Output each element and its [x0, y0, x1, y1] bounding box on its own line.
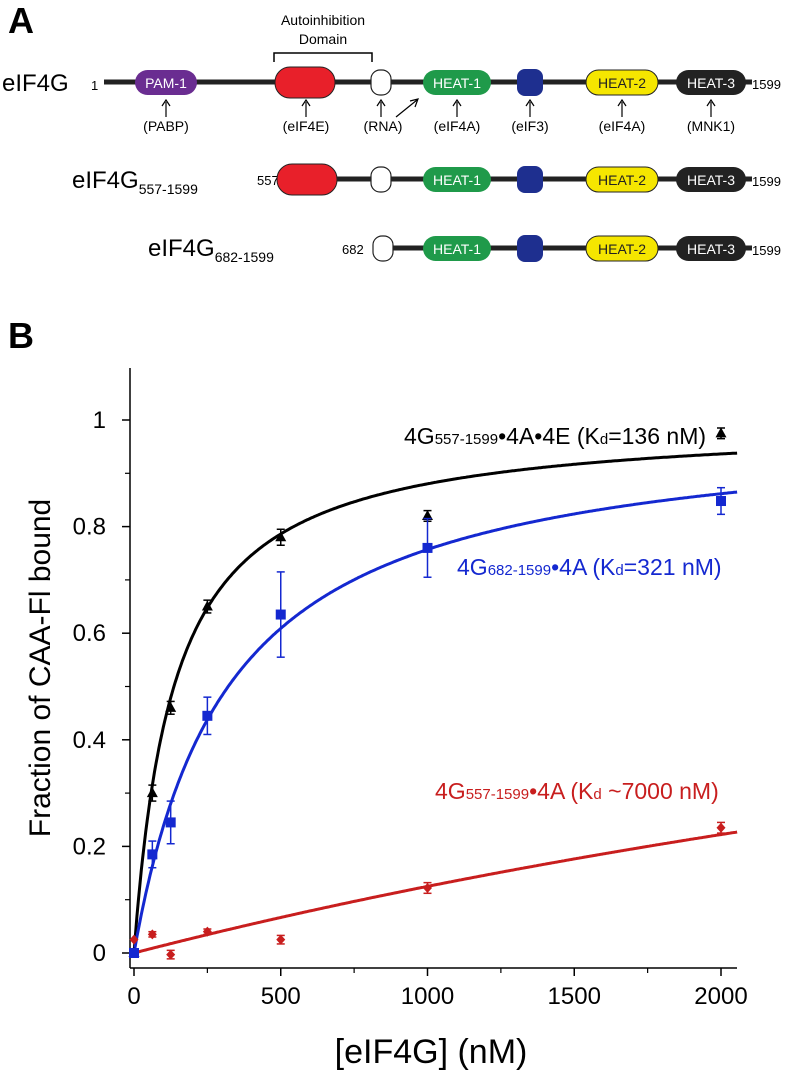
binding-curve-chart: 0 500 1000 1500 2000 0 0.2 0.4 0.6 0.8 1 Fraction … — [24, 368, 748, 1071]
heat-3-domain — [676, 167, 746, 192]
y-tick-label: 0 — [93, 940, 106, 967]
construct-557-1599: eIF4G557-1599 557 1599 HEAT-1 HEAT-2 HEA… — [72, 163, 781, 197]
construct-3-start: 682 — [342, 242, 364, 257]
binding-arrows — [161, 98, 716, 118]
data-point-diamond — [202, 926, 212, 937]
fit-curve-series-2 — [133, 830, 738, 955]
construct-3-name: eIF4G682-1599 — [148, 235, 274, 265]
eif3-binding-domain — [517, 69, 543, 96]
data-point-square — [129, 948, 139, 958]
data-point-triangle — [201, 600, 213, 611]
rna-binding-domain — [372, 235, 394, 262]
binder-eif4e: (eIF4E) — [283, 118, 330, 134]
data-point-square — [165, 817, 176, 828]
heat-1-label: HEAT-1 — [433, 172, 481, 188]
data-point-triangle — [146, 787, 158, 798]
data-point-square — [202, 710, 213, 721]
x-tick-label: 0 — [127, 983, 140, 1010]
data-point-square — [422, 542, 433, 553]
y-tick-label: 0.4 — [73, 727, 106, 754]
autoinhibition-bracket — [273, 52, 373, 62]
y-tick-label: 0.6 — [73, 620, 106, 647]
heat-1-domain — [423, 167, 491, 192]
y-tick-label: 1 — [93, 407, 106, 434]
heat-3-label: HEAT-3 — [687, 241, 735, 257]
construct-682-1599: eIF4G682-1599 682 1599 HEAT-1 HEAT-2 HEA… — [148, 235, 781, 265]
data-point-triangle — [422, 509, 433, 520]
construct-2-name: eIF4G557-1599 — [72, 167, 198, 197]
binder-rna: (RNA) — [364, 118, 403, 134]
x-tick-label: 500 — [261, 983, 301, 1010]
y-tick-label: 0.2 — [73, 833, 106, 860]
data-point-square — [147, 849, 158, 860]
data-point-diamond — [147, 929, 157, 940]
eif4e-binding-domain — [276, 163, 338, 196]
heat-1-domain — [423, 70, 491, 95]
heat-2-label: HEAT-2 — [598, 172, 646, 188]
series-label-557-4a: 4G557-1599•4A (Kd ~7000 nM) — [435, 778, 719, 804]
data-point-square — [716, 496, 726, 507]
heat-3-domain — [676, 70, 746, 95]
fit-curve-series-1 — [132, 490, 738, 954]
y-tick-label: 0.8 — [73, 514, 106, 541]
construct-1-end: 1599 — [752, 77, 781, 92]
eif3-binding-domain — [517, 166, 543, 193]
series-label-4e-complex: 4G557-1599•4A•4E (Kd=136 nM) — [404, 423, 706, 449]
heat-3-label: HEAT-3 — [687, 75, 735, 91]
binder-pabp: (PABP) — [143, 118, 189, 134]
panel-b-label: B — [8, 315, 34, 356]
binder-eif3: (eIF3) — [511, 118, 548, 134]
construct-3-end: 1599 — [752, 243, 781, 258]
construct-1-start: 1 — [91, 78, 98, 93]
heat-1-label: HEAT-1 — [433, 75, 481, 91]
data-point-triangle — [715, 427, 727, 438]
data-point-diamond — [276, 934, 286, 945]
heat-2-domain — [585, 235, 659, 262]
construct-2-start: 557 — [257, 173, 279, 188]
autoinhibition-label-line2: Domain — [299, 31, 347, 47]
data-point-diamond — [716, 822, 726, 833]
eif3-binding-domain — [517, 235, 543, 262]
construct-full-length: eIF4G 1 1599 PAM-1 HEAT-1 HEAT-2 HEAT-3 … — [2, 66, 781, 134]
x-tick-label: 1000 — [401, 983, 454, 1010]
fit-curve-series-0 — [132, 451, 738, 954]
data-point-diamond — [166, 949, 176, 960]
pam-1-domain — [135, 70, 197, 95]
series-label-682-4a: 4G682-1599•4A (Kd=321 nM) — [457, 554, 722, 580]
data-point-diamond — [129, 934, 139, 945]
construct-1-name: eIF4G — [2, 70, 69, 97]
eif4e-binding-domain — [274, 66, 336, 99]
heat-2-domain — [585, 166, 659, 193]
panel-a-label: A — [8, 0, 34, 41]
heat-3-domain — [676, 236, 746, 261]
rna-binding-domain — [370, 166, 392, 193]
heat-1-label: HEAT-1 — [433, 241, 481, 257]
x-tick-label: 2000 — [694, 983, 747, 1010]
heat-2-domain — [585, 69, 659, 96]
y-axis-label: Fraction of CAA-Fl bound — [24, 499, 57, 837]
construct-2-end: 1599 — [752, 174, 781, 189]
heat-2-label: HEAT-2 — [598, 75, 646, 91]
autoinhibition-label-line1: Autoinhibition — [281, 12, 365, 28]
heat-3-label: HEAT-3 — [687, 172, 735, 188]
data-point-triangle — [275, 531, 287, 542]
binder-eif4a-1: (eIF4A) — [434, 118, 481, 134]
pam-1-label: PAM-1 — [145, 75, 187, 91]
x-tick-label: 1500 — [548, 983, 601, 1010]
data-point-diamond — [423, 882, 432, 893]
heat-2-label: HEAT-2 — [598, 241, 646, 257]
data-point-square — [275, 609, 286, 620]
binder-mnk1: (MNK1) — [687, 118, 735, 134]
heat-1-domain — [423, 236, 491, 261]
binder-eif4a-2: (eIF4A) — [599, 118, 646, 134]
rna-binding-domain — [370, 69, 392, 96]
data-point-triangle — [165, 701, 177, 712]
x-axis-label: [eIF4G] (nM) — [335, 1033, 528, 1071]
